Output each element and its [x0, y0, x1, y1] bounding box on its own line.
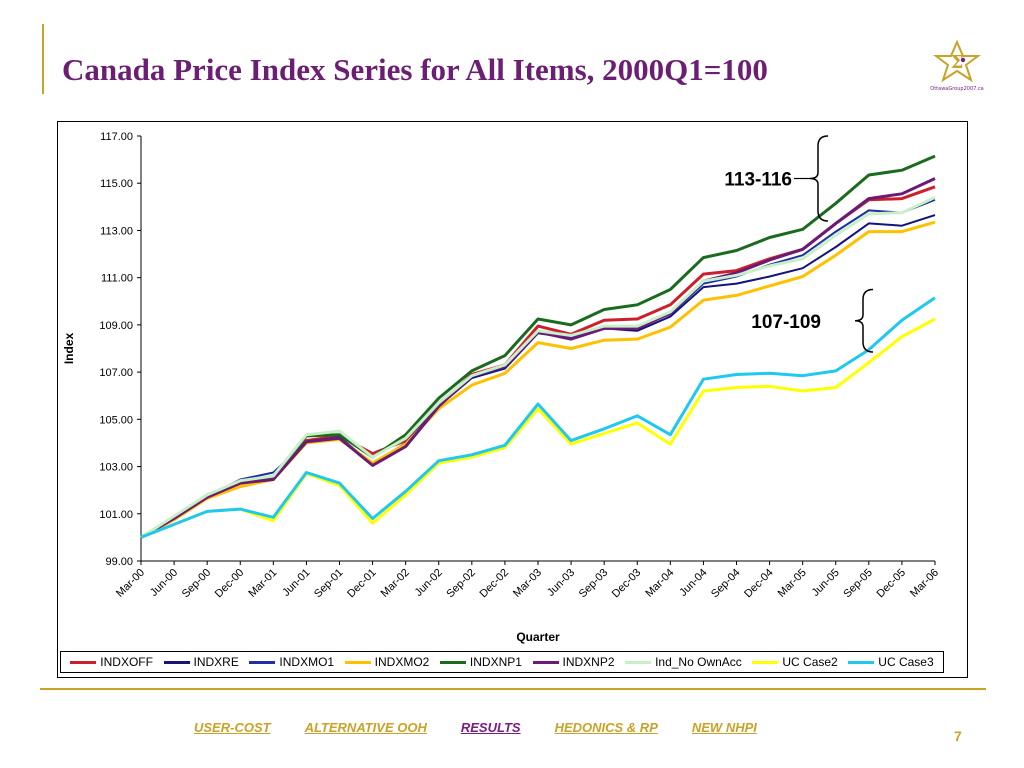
- annotation-label: 113-116: [724, 170, 792, 191]
- legend-label: UC Case3: [878, 655, 934, 669]
- title-accent-bar: [42, 24, 44, 94]
- legend-label: INDXOFF: [100, 655, 153, 669]
- y-tick-label: 99.00: [105, 556, 133, 568]
- legend-item: INDXRE: [163, 655, 239, 669]
- x-tick-label: Dec-02: [477, 567, 511, 601]
- x-tick-label: Dec-04: [742, 567, 776, 601]
- legend-swatch: [439, 660, 466, 664]
- chart-legend: INDXOFF INDXRE INDXMO1 INDXMO2 INDXNP1 INDXNP…: [60, 651, 944, 673]
- x-tick-label: Dec-00: [213, 567, 247, 601]
- y-tick-label: 103.00: [99, 462, 133, 474]
- x-tick-label: Sep-00: [180, 567, 214, 601]
- series-line-indxre: [140, 214, 936, 539]
- y-tick-label: 101.00: [99, 509, 133, 521]
- legend-swatch: [249, 660, 276, 664]
- legend-label: UC Case2: [782, 655, 838, 669]
- legend-item: UC Case2: [752, 655, 838, 669]
- x-tick-label: Sep-05: [841, 567, 875, 601]
- y-tick-label: 115.00: [100, 178, 133, 190]
- series-line-indxmo2: [140, 220, 936, 539]
- footer-divider: [40, 688, 986, 690]
- nav-item-results[interactable]: RESULTS: [460, 720, 521, 735]
- slide-title: Canada Price Index Series for All Items,…: [62, 52, 768, 87]
- y-tick-label: 107.00: [99, 367, 133, 379]
- nav-item-new-nhpi[interactable]: NEW NHPI: [691, 720, 757, 735]
- page-number: 7: [954, 728, 962, 744]
- x-axis-title: Quarter: [516, 630, 560, 644]
- x-tick-label: Mar-01: [246, 567, 279, 600]
- x-tick-label: Mar-06: [908, 567, 941, 600]
- annotation-brace: [854, 288, 874, 353]
- nav-item-alternative-ooh[interactable]: ALTERNATIVE OOH: [304, 720, 427, 735]
- x-tick-label: Mar-03: [511, 567, 544, 600]
- legend-swatch: [344, 660, 371, 664]
- x-tick-label: Jun-04: [677, 567, 709, 599]
- y-tick-label: 109.00: [99, 320, 133, 332]
- ottawa-group-logo-icon: Σ OttawaGroup2007.ca: [930, 39, 984, 92]
- x-tick-label: Jun-00: [148, 567, 180, 599]
- legend-item: INDXNP1: [439, 655, 522, 669]
- legend-swatch: [532, 660, 559, 664]
- svg-text:OttawaGroup2007.ca: OttawaGroup2007.ca: [930, 86, 983, 92]
- nav-item-user-cost[interactable]: USER-COST: [194, 720, 271, 735]
- x-tick-label: Dec-03: [610, 567, 644, 601]
- legend-item: INDXOFF: [70, 655, 153, 669]
- x-tick-label: Mar-02: [379, 567, 412, 600]
- legend-label: INDXNP2: [562, 655, 615, 669]
- x-tick-label: Jun-03: [545, 567, 577, 599]
- legend-label: INDXNP1: [469, 655, 522, 669]
- y-tick-label: 105.00: [99, 414, 133, 426]
- legend-swatch: [70, 660, 97, 664]
- x-tick-label: Jun-02: [413, 567, 445, 599]
- x-tick-label: Sep-02: [444, 567, 478, 601]
- legend-label: INDXMO1: [279, 655, 335, 669]
- x-tick-label: Sep-04: [709, 567, 743, 601]
- x-tick-label: Mar-05: [776, 567, 809, 600]
- line-chart: 99.00 101.00 103.00 105.00 107.00 109.00 111.0…: [62, 131, 941, 644]
- legend-swatch: [848, 660, 875, 664]
- x-tick-label: Jun-01: [280, 567, 312, 599]
- annotation-brace: [809, 135, 829, 222]
- nav-item-hedonics-rp[interactable]: HEDONICS & RP: [554, 720, 658, 735]
- y-tick-label: 111.00: [101, 273, 133, 285]
- legend-item: INDXMO2: [344, 655, 430, 669]
- x-tick-label: Sep-01: [312, 567, 346, 601]
- x-tick-label: Mar-04: [643, 567, 676, 600]
- x-tick-label: Mar-00: [114, 567, 147, 600]
- legend-swatch: [625, 660, 652, 664]
- legend-label: INDXRE: [193, 655, 239, 669]
- legend-label: Ind_No OwnAcc: [655, 655, 742, 669]
- legend-item: INDXMO1: [249, 655, 334, 669]
- y-axis-title: Index: [62, 333, 76, 365]
- svg-text:Σ: Σ: [951, 52, 964, 73]
- y-tick-label: 117.00: [100, 131, 133, 143]
- annotation-label: 107-109: [751, 312, 821, 333]
- legend-item: UC Case3: [848, 655, 934, 669]
- legend-item: INDXNP2: [532, 655, 615, 669]
- footer-nav: USER-COST ALTERNATIVE OOH RESULTS HEDONICS …: [194, 720, 757, 735]
- series-line-uc-case2: [140, 317, 936, 539]
- series-line-uc-case3: [140, 296, 936, 539]
- legend-swatch: [752, 660, 779, 664]
- chart-container: 99.00 101.00 103.00 105.00 107.00 109.00 111.0…: [57, 121, 968, 678]
- series-line-ind-no-ownacc: [140, 196, 936, 539]
- y-tick-label: 113.00: [100, 225, 133, 237]
- legend-label: INDXMO2: [374, 655, 430, 669]
- x-tick-label: Dec-05: [874, 567, 908, 601]
- x-tick-label: Dec-01: [345, 567, 379, 601]
- x-tick-label: Sep-03: [577, 567, 611, 601]
- x-tick-label: Jun-05: [810, 567, 842, 599]
- legend-item: Ind_No OwnAcc: [625, 655, 742, 669]
- legend-swatch: [163, 660, 190, 664]
